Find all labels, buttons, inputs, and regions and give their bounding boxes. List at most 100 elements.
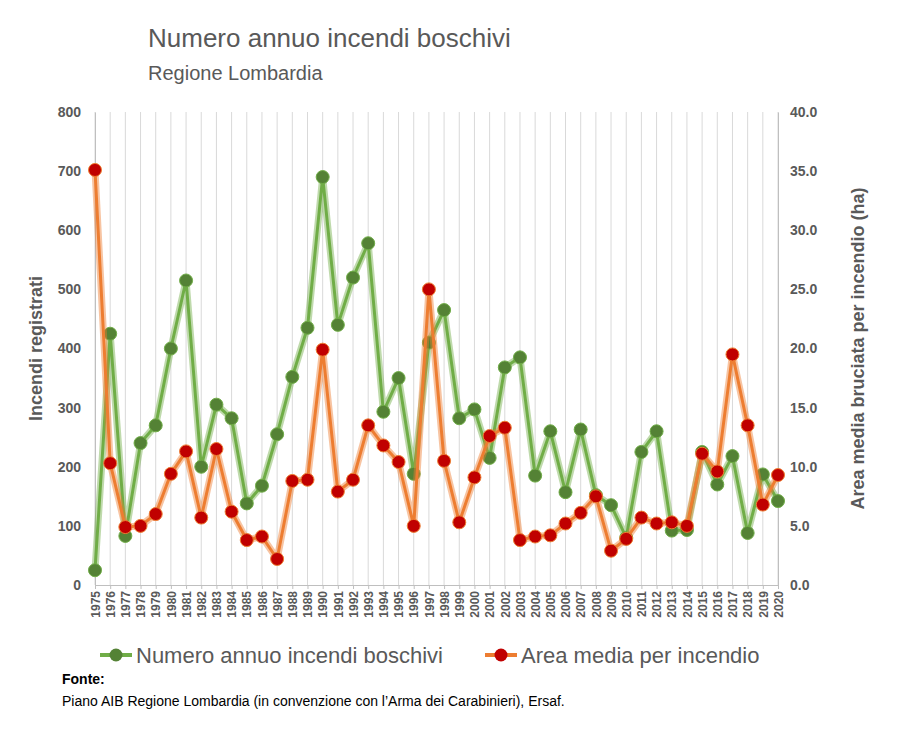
x-tick-mark — [262, 585, 263, 589]
series — [89, 171, 785, 577]
y-tick-label: 0 — [73, 577, 81, 593]
x-tick-mark — [95, 585, 96, 589]
y-tick-label: 800 — [58, 104, 82, 120]
grid — [95, 112, 778, 585]
y2-tick: 0.0 — [778, 577, 810, 593]
x-tick: 2011 — [635, 585, 649, 617]
x-tick-label: 1977 — [119, 591, 133, 618]
marker — [772, 495, 785, 508]
marker — [498, 361, 511, 374]
marker — [544, 529, 557, 542]
grid-line — [489, 112, 490, 585]
marker — [711, 478, 724, 491]
legend-marker — [495, 649, 508, 662]
x-tick: 2018 — [741, 585, 755, 618]
x-tick-mark — [520, 585, 521, 589]
x-tick: 2014 — [681, 585, 695, 618]
grid-line — [702, 112, 703, 585]
marker — [149, 419, 162, 432]
marker — [407, 519, 420, 532]
x-tick-mark — [732, 585, 733, 589]
x-tick-label: 1992 — [347, 591, 361, 618]
x-tick: 2008 — [590, 585, 604, 618]
marker — [301, 473, 314, 486]
marker — [286, 474, 299, 487]
marker — [255, 530, 268, 543]
grid-line — [565, 112, 566, 585]
y-tick-label: 200 — [58, 459, 82, 475]
marker — [422, 283, 435, 296]
x-tick-mark — [171, 585, 172, 589]
x-tick: 1987 — [271, 585, 285, 618]
x-tick: 1985 — [240, 585, 254, 618]
x-tick-label: 1998 — [438, 591, 452, 618]
marker — [210, 398, 223, 411]
x-tick: 2010 — [620, 585, 634, 618]
x-tick-label: 2017 — [726, 591, 740, 618]
marker — [119, 521, 132, 534]
x-tick-mark — [292, 585, 293, 589]
grid-line — [277, 112, 278, 585]
x-tick: 2017 — [726, 585, 740, 618]
x-tick-mark — [459, 585, 460, 589]
series — [89, 163, 785, 565]
x-tick-label: 2006 — [559, 591, 573, 618]
x-axis: 1975197619771978197919801981198219831984… — [89, 585, 786, 618]
x-tick-label: 2001 — [483, 591, 497, 618]
y-tick: 400 — [58, 340, 95, 356]
x-tick-label: 1984 — [225, 591, 239, 618]
x-tick: 2009 — [605, 585, 619, 618]
x-tick-label: 1995 — [392, 591, 406, 618]
x-tick-label: 1990 — [316, 591, 330, 618]
marker — [240, 497, 253, 510]
marker — [392, 372, 405, 385]
y2-tick: 15.0 — [778, 400, 817, 416]
grid-line — [717, 112, 718, 585]
title: Numero annuo incendi boschivi — [148, 23, 511, 53]
x-tick-mark — [141, 585, 142, 589]
legend-label: Numero annuo incendi boschivi — [136, 643, 443, 668]
y2-tick-label: 0.0 — [790, 577, 810, 593]
x-tick-label: 1986 — [256, 591, 270, 618]
x-tick-label: 2004 — [529, 591, 543, 618]
y2-tick: 20.0 — [778, 340, 817, 356]
x-tick: 2000 — [468, 585, 482, 618]
x-tick: 2004 — [529, 585, 543, 618]
x-tick-label: 1985 — [240, 591, 254, 618]
x-tick-label: 1982 — [195, 591, 209, 618]
y2-tick-label: 35.0 — [790, 163, 817, 179]
x-tick-label: 2018 — [741, 591, 755, 618]
x-tick: 1976 — [104, 585, 118, 618]
marker — [149, 508, 162, 521]
y-tick: 800 — [58, 104, 95, 120]
legend-entry: Area media per incendio — [485, 643, 759, 668]
x-tick-mark — [156, 585, 157, 589]
x-tick: 2003 — [514, 585, 528, 618]
y-tick: 200 — [58, 459, 95, 475]
marker — [286, 370, 299, 383]
x-tick-label: 1996 — [407, 591, 421, 618]
marker — [544, 425, 557, 438]
x-tick-mark — [186, 585, 187, 589]
grid-line — [535, 112, 536, 585]
grid-line — [550, 112, 551, 585]
grid-line — [353, 112, 354, 585]
x-tick-label: 1988 — [286, 591, 300, 618]
x-tick-label: 2016 — [711, 591, 725, 618]
x-tick: 2013 — [665, 585, 679, 618]
marker — [650, 425, 663, 438]
marker — [483, 430, 496, 443]
x-tick-mark — [414, 585, 415, 589]
x-tick: 1994 — [377, 585, 391, 618]
y2-tick-label: 40.0 — [790, 104, 817, 120]
x-tick-label: 1997 — [423, 591, 437, 618]
x-tick: 2002 — [499, 585, 513, 618]
marker — [438, 304, 451, 317]
x-tick-mark — [232, 585, 233, 589]
x-tick: 2020 — [772, 585, 786, 618]
source: Piano AIB Regione Lombardia (in convenzi… — [62, 693, 565, 709]
x-tick-mark — [110, 585, 111, 589]
marker — [726, 450, 739, 463]
x-tick: 1995 — [392, 585, 406, 618]
x-tick-mark — [626, 585, 627, 589]
